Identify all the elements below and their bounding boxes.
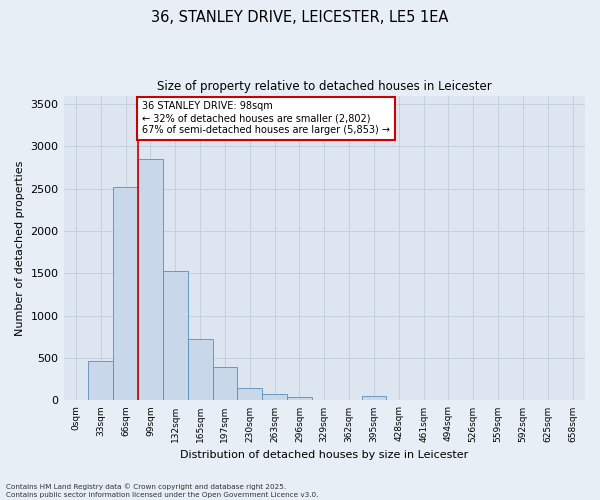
Text: 36 STANLEY DRIVE: 98sqm
← 32% of detached houses are smaller (2,802)
67% of semi: 36 STANLEY DRIVE: 98sqm ← 32% of detache… (142, 102, 390, 134)
Bar (287, 396, 312, 400)
Bar (262, 394, 287, 400)
Y-axis label: Number of detached properties: Number of detached properties (15, 160, 25, 336)
Bar (113, 187, 138, 400)
Bar (238, 388, 262, 400)
Bar (138, 159, 163, 400)
Title: Size of property relative to detached houses in Leicester: Size of property relative to detached ho… (157, 80, 491, 93)
Bar (163, 271, 188, 400)
Text: 36, STANLEY DRIVE, LEICESTER, LE5 1EA: 36, STANLEY DRIVE, LEICESTER, LE5 1EA (151, 10, 449, 25)
Bar (188, 340, 212, 400)
Bar (362, 396, 386, 400)
X-axis label: Distribution of detached houses by size in Leicester: Distribution of detached houses by size … (180, 450, 469, 460)
Text: Contains HM Land Registry data © Crown copyright and database right 2025.
Contai: Contains HM Land Registry data © Crown c… (6, 484, 319, 498)
Bar (212, 368, 238, 400)
Bar (88, 360, 113, 401)
